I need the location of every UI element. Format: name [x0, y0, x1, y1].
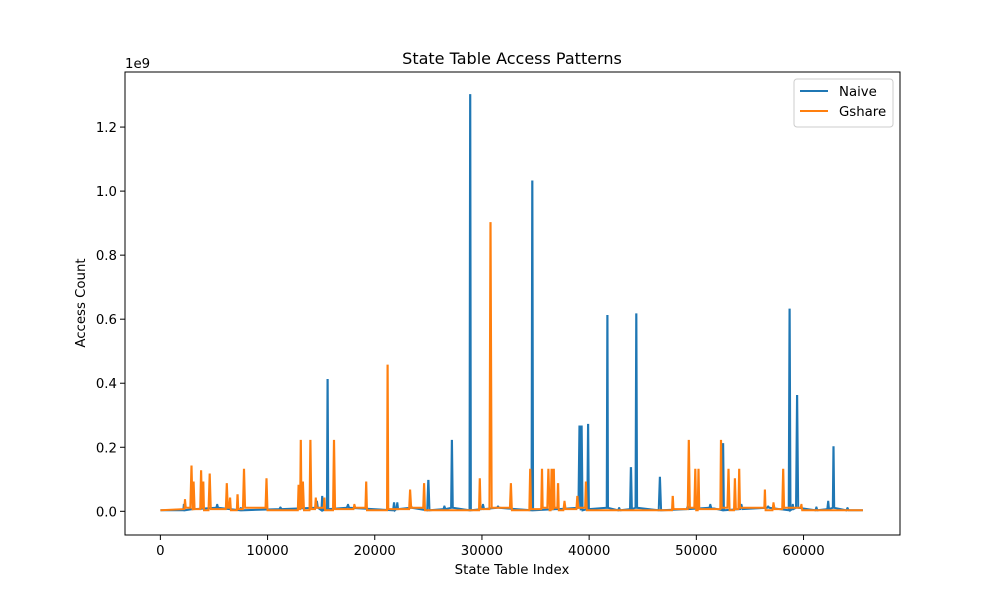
y-tick-label: 0.0 [96, 505, 117, 520]
x-tick-label: 30000 [461, 544, 503, 559]
plot-area [124, 71, 901, 536]
y-axis-label: Access Count [74, 258, 89, 347]
x-tick-label: 20000 [354, 544, 396, 559]
x-tick-label: 60000 [782, 544, 824, 559]
y-tick-label: 0.2 [96, 441, 117, 456]
x-axis: 0 10000 20000 30000 40000 50000 60000 [156, 535, 825, 559]
x-tick-label: 10000 [246, 544, 288, 559]
plot-frame [124, 71, 901, 536]
y-tick-label: 1.2 [96, 121, 117, 136]
x-tick-label: 50000 [675, 544, 717, 559]
legend-label-naive: Naive [839, 85, 877, 100]
y-tick-label: 0.4 [96, 377, 117, 392]
legend: Naive Gshare [793, 78, 894, 128]
y-tick-label: 1.0 [96, 185, 117, 200]
x-tick-label: 40000 [568, 544, 610, 559]
y-axis: 0.0 0.2 0.4 0.6 0.8 1.0 1.2 [96, 121, 125, 520]
x-axis-label: State Table Index [455, 563, 570, 578]
series-line-gshare [160, 222, 863, 512]
y-scale-label: 1e9 [125, 57, 150, 72]
y-tick-label: 0.6 [96, 313, 117, 328]
x-tick-label: 0 [156, 544, 164, 559]
chart-title: State Table Access Patterns [402, 49, 622, 68]
y-tick-label: 0.8 [96, 249, 117, 264]
legend-label-gshare: Gshare [839, 105, 886, 120]
